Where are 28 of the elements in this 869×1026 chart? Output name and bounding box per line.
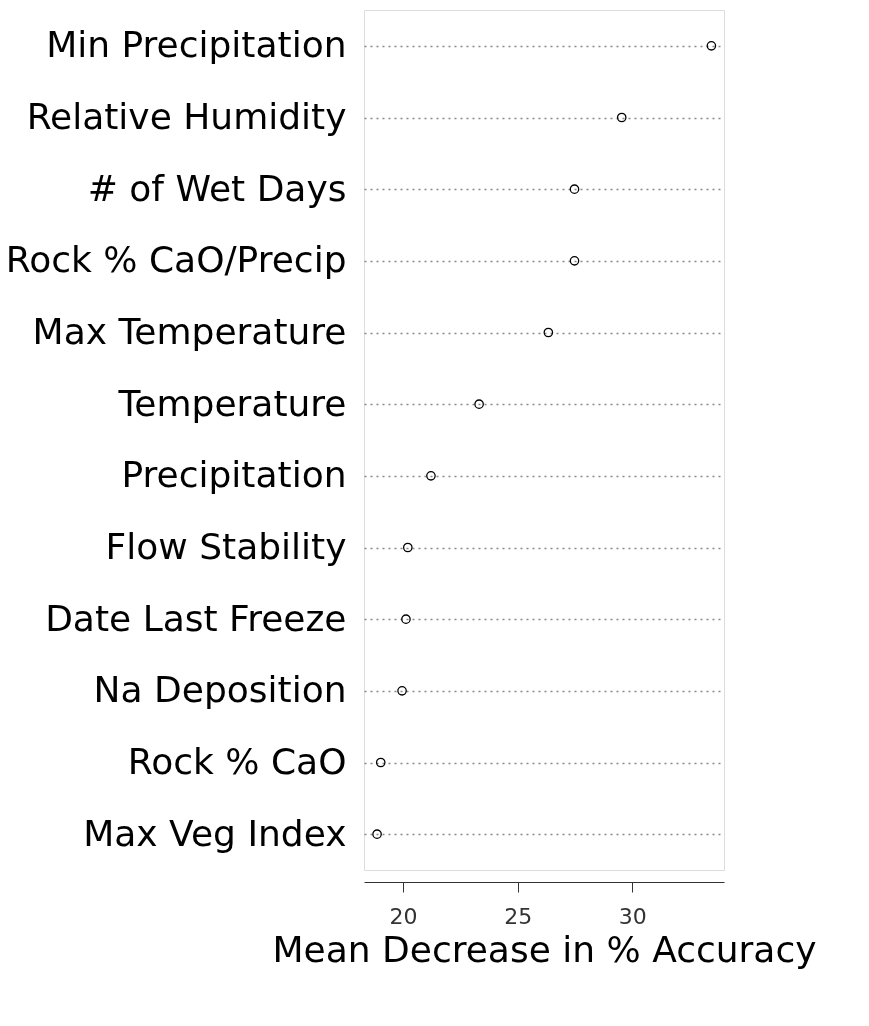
point	[401, 614, 411, 624]
y-tick-label: Date Last Freeze	[45, 597, 347, 639]
point	[706, 41, 717, 51]
point	[569, 184, 580, 194]
y-tick-label: # of Wet Days	[87, 167, 347, 209]
y-tick-label: Max Veg Index	[83, 812, 347, 854]
y-tick-label: Rock % CaO/Precip	[5, 239, 347, 281]
y-tick-label: Max Temperature	[32, 311, 347, 352]
y-tick-label: Temperature	[117, 382, 347, 424]
y-tick-label: Precipitation	[121, 454, 347, 496]
point	[426, 471, 436, 481]
y-tick-label: Min Precipitation	[46, 24, 347, 66]
point	[616, 112, 627, 123]
x-axis-title: Mean Decrease in % Accuracy	[272, 928, 817, 970]
point	[375, 757, 386, 768]
x-tick-label: 20	[389, 903, 418, 929]
point	[474, 399, 484, 409]
y-tick-label: Relative Humidity	[26, 96, 347, 137]
x-tick-label: 25	[504, 903, 533, 929]
y-tick-label: Na Deposition	[93, 669, 347, 711]
y-tick-label: Flow Stability	[105, 526, 347, 567]
point	[397, 686, 407, 696]
point	[402, 542, 413, 553]
x-tick-label: 30	[618, 903, 647, 929]
point	[543, 327, 554, 338]
y-tick-label: Rock % CaO	[127, 741, 347, 782]
point	[569, 256, 580, 266]
point	[372, 829, 382, 839]
